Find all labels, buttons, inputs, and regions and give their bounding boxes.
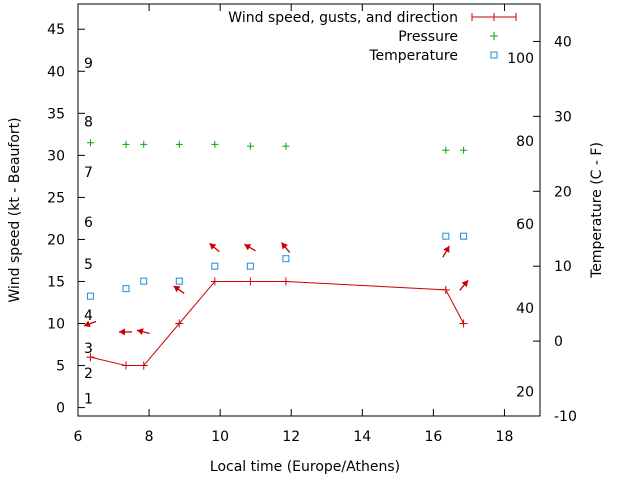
y-tick-label: 35 <box>47 106 65 122</box>
temperature-point <box>122 285 130 293</box>
beaufort-label: 9 <box>84 56 93 72</box>
pressure-point <box>122 140 130 148</box>
legend-sample-wind-ticks <box>471 13 517 21</box>
beaufort-label: 2 <box>84 366 93 382</box>
wind-point <box>459 319 468 328</box>
pressure-point <box>211 140 219 148</box>
fahrenheit-label: 80 <box>516 134 534 150</box>
y2-tick-label: 20 <box>554 184 572 200</box>
y2-tick-label: 40 <box>554 34 572 50</box>
temperature-point <box>442 232 450 240</box>
wind-point <box>175 319 184 328</box>
wind-arrow <box>442 245 450 258</box>
series-layer <box>83 139 469 370</box>
y-tick-label: 45 <box>47 22 65 38</box>
temperature-point <box>246 262 254 270</box>
legend-sample-temperature <box>490 51 498 59</box>
beaufort-label: 7 <box>84 165 93 181</box>
wind-arrow <box>136 328 150 336</box>
pressure-point <box>282 142 290 150</box>
beaufort-label: 6 <box>84 215 93 231</box>
temperature-point <box>211 262 219 270</box>
y2-tick-label: 10 <box>554 259 572 275</box>
beaufort-label: 1 <box>84 391 93 407</box>
y-tick-label: 20 <box>47 232 65 248</box>
pressure-point <box>175 140 183 148</box>
x-tick-label: 14 <box>353 429 371 445</box>
temperature-point <box>140 277 148 285</box>
beaufort-label: 4 <box>84 308 93 324</box>
beaufort-label: 5 <box>84 257 93 273</box>
wind-arrow <box>209 242 220 253</box>
y-axis-label: Wind speed (kt - Beaufort) <box>7 117 23 302</box>
wind-arrow <box>280 242 291 253</box>
y-tick-label: 0 <box>56 401 65 417</box>
pressure-point <box>86 139 94 147</box>
temperature-point <box>86 292 94 300</box>
legend-label-temperature: Temperature <box>368 48 458 64</box>
wind-point <box>121 361 130 370</box>
x-tick-label: 10 <box>211 429 229 445</box>
beaufort-label: 8 <box>84 115 93 131</box>
wind-point <box>281 277 290 286</box>
y-tick-label: 30 <box>47 148 65 164</box>
beaufort-label: 3 <box>84 341 93 357</box>
pressure-point <box>140 140 148 148</box>
y-tick-label: 40 <box>47 64 65 80</box>
x-tick-label: 8 <box>145 429 154 445</box>
x-axis-label: Local time (Europe/Athens) <box>210 459 400 475</box>
temperature-point <box>460 232 468 240</box>
fahrenheit-label: 100 <box>507 51 534 67</box>
axes-layer: 6 8 10 12 14 16 18051015202530354045-100102030… <box>47 3 577 445</box>
wind-point <box>441 285 450 294</box>
temperature-point <box>282 255 290 263</box>
wind-line <box>90 280 465 367</box>
fahrenheit-label: 60 <box>516 217 534 233</box>
plot-border <box>77 3 541 417</box>
legend: Wind speed, gusts, and direction Pressur… <box>228 10 517 64</box>
wind-arrow <box>118 328 132 336</box>
wind-arrow <box>83 320 97 328</box>
fahrenheit-label: 20 <box>516 384 534 400</box>
y2-tick-label: 0 <box>554 334 563 350</box>
y2-axis-label: Temperature (C - F) <box>589 142 605 279</box>
wind-point <box>139 361 148 370</box>
y-tick-label: 10 <box>47 317 65 333</box>
legend-sample-pressure <box>490 32 498 40</box>
y2-tick-label: -10 <box>554 409 577 425</box>
x-tick-label: 6 <box>74 429 83 445</box>
pressure-point <box>442 146 450 154</box>
wind-arrow <box>243 243 256 252</box>
legend-label-wind: Wind speed, gusts, and direction <box>228 10 458 26</box>
x-tick-label: 18 <box>496 429 514 445</box>
x-tick-label: 16 <box>424 429 442 445</box>
wind-arrow <box>459 279 469 291</box>
wind-point <box>210 277 219 286</box>
y-tick-label: 15 <box>47 274 65 290</box>
wind-arrow <box>173 285 185 294</box>
legend-label-pressure: Pressure <box>398 29 458 45</box>
pressure-point <box>460 146 468 154</box>
wind-point <box>246 277 255 286</box>
temperature-point <box>175 277 183 285</box>
pressure-point <box>246 142 254 150</box>
fahrenheit-label: 40 <box>516 301 534 317</box>
y2-tick-label: 30 <box>554 109 572 125</box>
y-tick-label: 5 <box>56 359 65 375</box>
wind-point <box>86 353 95 362</box>
x-tick-label: 12 <box>282 429 300 445</box>
y-tick-label: 25 <box>47 190 65 206</box>
